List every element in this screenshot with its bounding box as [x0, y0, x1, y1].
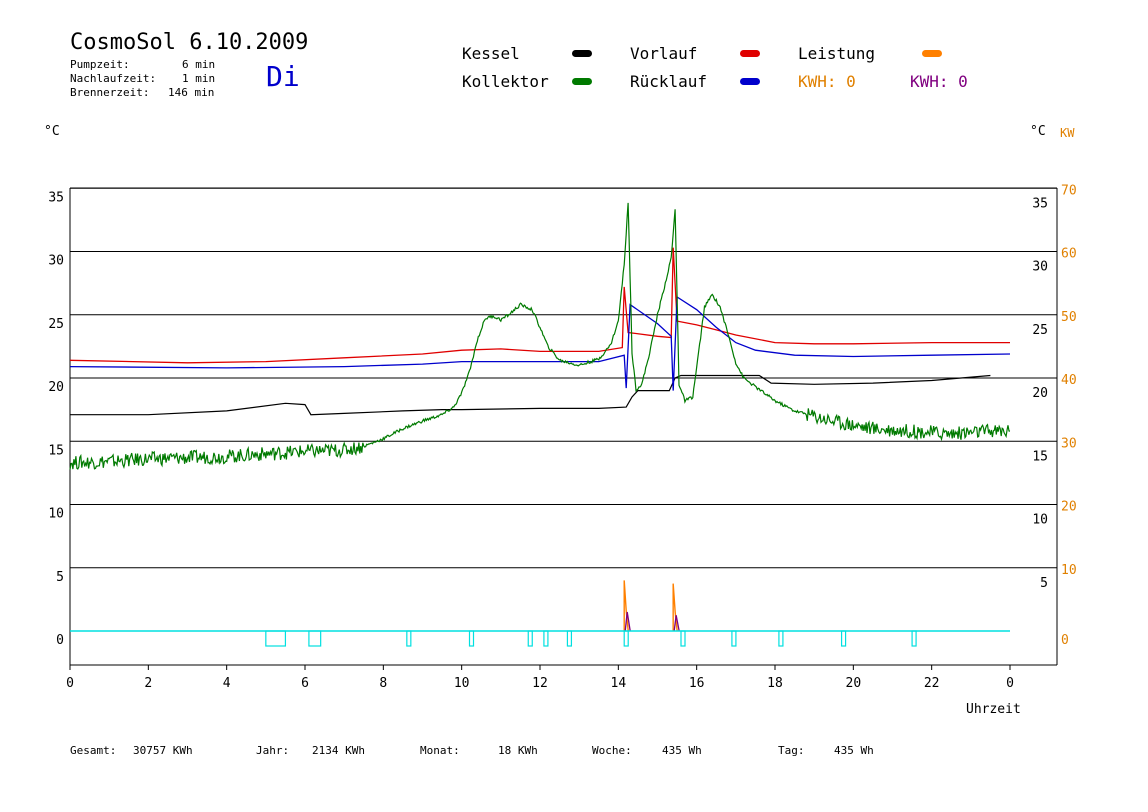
burner-marker-4	[527, 630, 533, 647]
x-tick-6: 12	[532, 676, 548, 691]
legend-ruecklauf-label: Rücklauf	[630, 72, 708, 91]
burner-marker-3	[468, 630, 475, 647]
info-brennerzeit-label: Brennerzeit:	[70, 86, 150, 99]
y-right-kw-tick-70: 70	[1061, 183, 1077, 198]
legend-kessel-swatch	[572, 50, 592, 57]
y-right-tick-20: 20	[1032, 386, 1048, 401]
y-right-kw-tick-10: 10	[1061, 563, 1077, 578]
footer-jahr-value: 2134 KWh	[312, 744, 365, 757]
y-left-tick-10: 10	[48, 507, 64, 522]
y-right-tick-5: 5	[1040, 576, 1048, 591]
y-left-tick-25: 25	[48, 317, 64, 332]
y-left-tick-0: 0	[56, 633, 64, 648]
footer-woche-value: 435 Wh	[662, 744, 702, 757]
burner-marker-0	[265, 630, 287, 647]
footer-woche-label: Woche:	[592, 744, 632, 757]
y-left-tick-15: 15	[48, 443, 64, 458]
x-axis-label: Uhrzeit	[966, 702, 1021, 717]
burner-marker-5	[543, 630, 549, 647]
legend-kwh-second: KWH: 0	[910, 72, 968, 91]
second-pulse-1	[673, 615, 680, 632]
legend-vorlauf-label: Vorlauf	[630, 44, 698, 63]
info-brennerzeit-value: 146 min	[168, 86, 215, 99]
footer-monat-value: 18 KWh	[498, 744, 538, 757]
legend-kwh-leistung: KWH: 0	[798, 72, 856, 91]
leistung-pulse-1	[672, 583, 678, 632]
chart-title: CosmoSol 6.10.2009	[70, 30, 309, 55]
y-right-kw-tick-50: 50	[1061, 310, 1077, 325]
footer-jahr-label: Jahr:	[256, 744, 290, 757]
x-tick-9: 18	[767, 676, 783, 691]
legend-leistung-swatch	[922, 50, 942, 57]
legend-vorlauf-swatch	[740, 50, 760, 57]
x-tick-5: 10	[454, 676, 470, 691]
legend-kollektor-swatch	[572, 78, 592, 85]
legend-kessel-label: Kessel	[462, 44, 520, 63]
x-tick-2: 4	[223, 676, 231, 691]
burner-marker-6	[566, 630, 573, 647]
chart-burner-markers	[70, 630, 1010, 647]
footer-gesamt-value: 30757 KWh	[133, 744, 193, 757]
footer-tag-label: Tag:	[778, 744, 805, 757]
footer-tag-value: 435 Wh	[834, 744, 874, 757]
x-tick-10: 20	[846, 676, 862, 691]
x-tick-8: 16	[689, 676, 705, 691]
y-right-tick-15: 15	[1032, 449, 1048, 464]
y-left-tick-5: 5	[56, 570, 64, 585]
burner-marker-10	[778, 630, 784, 647]
x-tick-3: 6	[301, 676, 309, 691]
y-left-tick-35: 35	[48, 190, 64, 205]
y-right-tick-10: 10	[1032, 513, 1048, 528]
y-right-kw-tick-40: 40	[1061, 373, 1077, 388]
weekday-label: Di	[266, 60, 300, 93]
series-line-2	[69, 295, 1011, 391]
info-nachlaufzeit-label: Nachlaufzeit:	[70, 72, 157, 85]
burner-marker-7	[623, 630, 629, 647]
x-tick-7: 14	[611, 676, 627, 691]
info-pumpzeit-value: 6 min	[182, 58, 216, 71]
y-left-tick-30: 30	[48, 254, 64, 269]
x-tick-4: 8	[379, 676, 387, 691]
info-pumpzeit-label: Pumpzeit:	[70, 58, 130, 71]
chart-axes	[69, 187, 1058, 666]
legend-ruecklauf-swatch	[740, 78, 760, 85]
y-right-tick-35: 35	[1032, 196, 1048, 211]
series-line-3	[69, 202, 1011, 470]
x-tick-12: 0	[1006, 676, 1014, 691]
left-axis-unit: °C	[44, 124, 60, 139]
chart-power-pulses	[623, 580, 680, 632]
y-right-kw-tick-60: 60	[1061, 247, 1077, 262]
x-tick-11: 22	[924, 676, 940, 691]
y-right-kw-tick-30: 30	[1061, 436, 1077, 451]
y-right-tick-25: 25	[1032, 323, 1048, 338]
leistung-pulse-0	[623, 580, 629, 632]
legend-leistung-label: Leistung	[798, 44, 876, 63]
y-left-tick-20: 20	[48, 380, 64, 395]
series-line-0	[70, 374, 991, 416]
chart-series	[69, 202, 1011, 470]
burner-marker-11	[840, 630, 847, 647]
footer-monat-label: Monat:	[420, 744, 460, 757]
footer-gesamt-label: Gesamt:	[70, 744, 117, 757]
chart-grid	[70, 187, 1057, 569]
y-right-tick-30: 30	[1032, 260, 1048, 275]
burner-marker-2	[406, 630, 412, 647]
right-axis-unit-kw: KW	[1060, 126, 1075, 140]
right-axis-unit-celsius: °C	[1030, 124, 1046, 139]
x-tick-1: 2	[144, 676, 152, 691]
x-tick-0: 0	[66, 676, 74, 691]
y-right-kw-tick-0: 0	[1061, 633, 1069, 648]
burner-marker-8	[680, 630, 686, 647]
series-line-1	[69, 247, 1010, 364]
burner-marker-1	[308, 630, 322, 647]
burner-marker-9	[731, 630, 737, 647]
second-pulse-0	[624, 611, 631, 632]
y-right-kw-tick-20: 20	[1061, 500, 1077, 515]
info-nachlaufzeit-value: 1 min	[182, 72, 216, 85]
legend-kollektor-label: Kollektor	[462, 72, 549, 91]
burner-marker-12	[911, 630, 917, 647]
chart-ticks: 0510152025303551015202530350102030405060…	[48, 183, 1076, 691]
